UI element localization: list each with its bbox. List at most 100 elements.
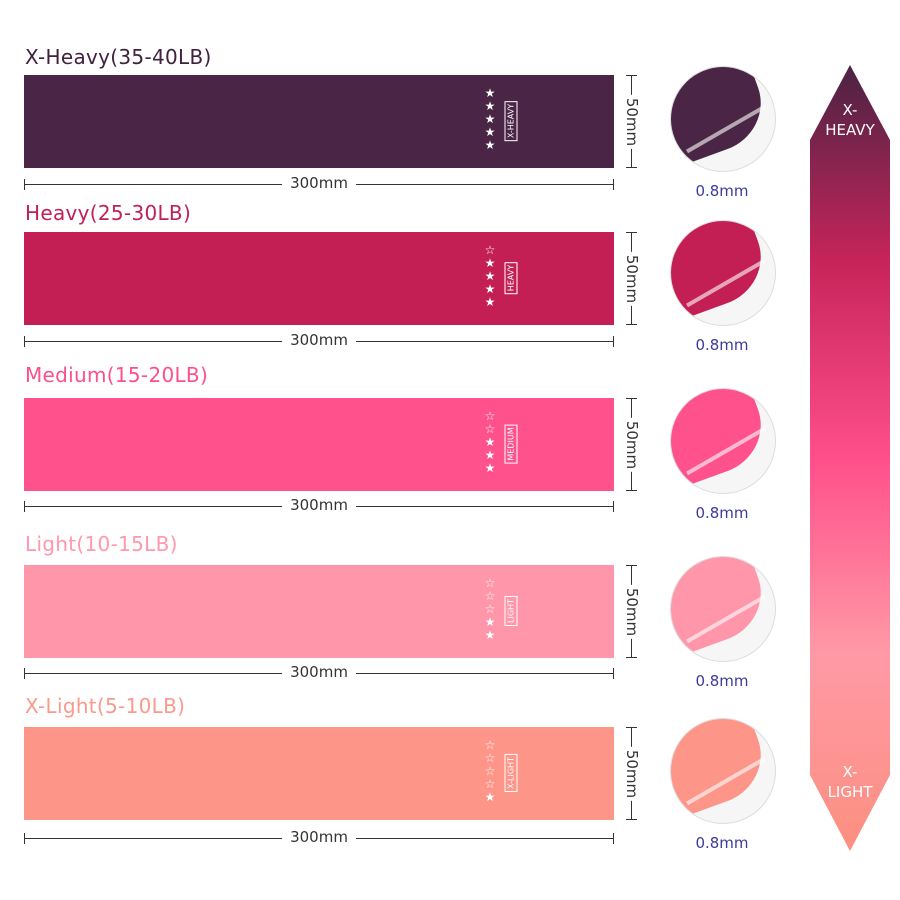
thickness-label: 0.8mm: [695, 182, 749, 200]
level-tag: HEAVY: [504, 261, 518, 295]
star-rating: ★ ★ ★ ★ ★: [482, 87, 498, 152]
resistance-band: ★ ★ ★ ★ ★ X-HEAVY: [24, 75, 614, 168]
width-dimension: 300mm: [24, 331, 614, 349]
dimension-tick: [24, 179, 25, 190]
dimension-tick: [626, 490, 637, 491]
dimension-tick: [24, 501, 25, 512]
band-edge-image: [671, 67, 775, 167]
band-title: Light(10-15LB): [25, 532, 178, 556]
band-title: Medium(15-20LB): [25, 363, 209, 387]
width-dimension: 300mm: [24, 663, 614, 681]
star-rating: ☆ ☆ ☆ ☆ ★: [482, 739, 498, 804]
star-filled-icon: ★: [484, 125, 496, 139]
star-outline-icon: ☆: [484, 764, 496, 778]
resistance-band: ☆ ☆ ☆ ☆ ★ X-LIGHT: [24, 727, 614, 820]
star-outline-icon: ☆: [484, 751, 496, 765]
band-edge-image: [671, 221, 775, 321]
height-dimension: 50mm: [622, 565, 642, 658]
band-edge-image: [671, 557, 775, 657]
star-outline-icon: ☆: [484, 409, 496, 423]
height-dimension: 50mm: [622, 232, 642, 325]
band-title: X-Light(5-10LB): [25, 694, 186, 718]
level-tag: X-HEAVY: [504, 100, 518, 142]
height-dimension: 50mm: [622, 398, 642, 491]
dimension-tick: [626, 167, 637, 168]
star-filled-icon: ★: [484, 138, 496, 152]
dimension-tick: [613, 336, 614, 347]
thickness-label: 0.8mm: [695, 504, 749, 522]
dimension-tick: [626, 324, 637, 325]
star-outline-icon: ☆: [484, 589, 496, 603]
width-label: 300mm: [282, 496, 356, 514]
dimension-tick: [613, 668, 614, 679]
band-edge-image: [671, 719, 775, 819]
dimension-tick: [626, 75, 637, 76]
dimension-tick: [613, 501, 614, 512]
thickness-label: 0.8mm: [695, 672, 749, 690]
thickness-label: 0.8mm: [695, 834, 749, 852]
band-thickness-closeup: [670, 66, 776, 172]
arrow-top-label: X- HEAVY: [825, 101, 875, 139]
resistance-band: ☆ ☆ ★ ★ ★ MEDIUM: [24, 398, 614, 491]
star-filled-icon: ★: [484, 112, 496, 126]
width-label: 300mm: [282, 174, 356, 192]
band-title: X-Heavy(35-40LB): [25, 45, 212, 69]
star-outline-icon: ☆: [484, 602, 496, 616]
dimension-tick: [613, 179, 614, 190]
width-dimension: 300mm: [24, 496, 614, 514]
star-filled-icon: ★: [484, 295, 496, 309]
star-outline-icon: ☆: [484, 576, 496, 590]
width-dimension: 300mm: [24, 174, 614, 192]
band-thickness-closeup: [670, 718, 776, 824]
width-label: 300mm: [282, 331, 356, 349]
arrow-bottom-label: X- LIGHT: [827, 763, 873, 801]
dimension-tick: [24, 336, 25, 347]
resistance-scale-arrow: [810, 65, 890, 851]
level-tag: X-LIGHT: [504, 754, 518, 792]
dimension-tick: [626, 565, 637, 566]
star-outline-icon: ☆: [484, 243, 496, 257]
star-outline-icon: ☆: [484, 422, 496, 436]
band-edge-image: [671, 389, 775, 489]
star-filled-icon: ★: [484, 282, 496, 296]
dimension-tick: [626, 232, 637, 233]
level-tag: LIGHT: [504, 596, 518, 626]
width-label: 300mm: [282, 663, 356, 681]
band-thickness-closeup: [670, 388, 776, 494]
dimension-tick: [626, 657, 637, 658]
star-filled-icon: ★: [484, 461, 496, 475]
dimension-tick: [24, 833, 25, 844]
band-thickness-closeup: [670, 220, 776, 326]
star-rating: ☆ ☆ ☆ ★ ★: [482, 577, 498, 642]
height-dimension: 50mm: [622, 75, 642, 168]
star-filled-icon: ★: [484, 448, 496, 462]
width-label: 300mm: [282, 828, 356, 846]
star-filled-icon: ★: [484, 99, 496, 113]
star-rating: ☆ ★ ★ ★ ★: [482, 244, 498, 309]
dimension-tick: [24, 668, 25, 679]
height-dimension: 50mm: [622, 727, 642, 820]
star-filled-icon: ★: [484, 790, 496, 804]
band-thickness-closeup: [670, 556, 776, 662]
star-filled-icon: ★: [484, 435, 496, 449]
star-filled-icon: ★: [484, 86, 496, 100]
star-filled-icon: ★: [484, 269, 496, 283]
height-label: 50mm: [623, 584, 641, 639]
star-filled-icon: ★: [484, 628, 496, 642]
width-dimension: 300mm: [24, 828, 614, 846]
star-outline-icon: ☆: [484, 738, 496, 752]
dimension-tick: [626, 819, 637, 820]
star-filled-icon: ★: [484, 256, 496, 270]
dimension-tick: [626, 727, 637, 728]
resistance-band: ☆ ★ ★ ★ ★ HEAVY: [24, 232, 614, 325]
dimension-tick: [613, 833, 614, 844]
thickness-label: 0.8mm: [695, 336, 749, 354]
height-label: 50mm: [623, 746, 641, 801]
height-label: 50mm: [623, 251, 641, 306]
band-title: Heavy(25-30LB): [25, 201, 192, 225]
height-label: 50mm: [623, 417, 641, 472]
level-tag: MEDIUM: [504, 424, 518, 464]
resistance-band: ☆ ☆ ☆ ★ ★ LIGHT: [24, 565, 614, 658]
star-filled-icon: ★: [484, 615, 496, 629]
